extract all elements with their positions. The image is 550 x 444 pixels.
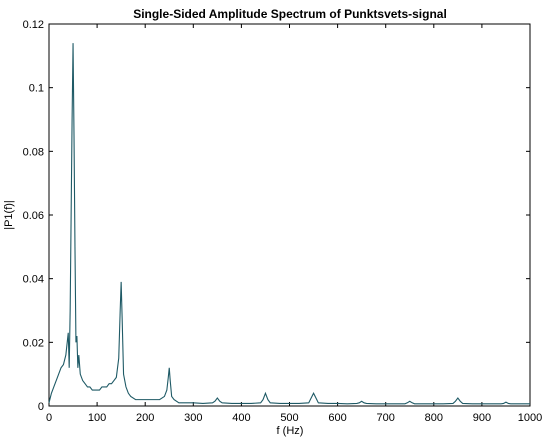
series-layer xyxy=(48,43,530,405)
y-tick-label: 0.06 xyxy=(23,210,44,222)
x-tick-label: 0 xyxy=(46,412,52,424)
y-tick-label: 0.08 xyxy=(23,146,44,158)
y-ticks: 0 0.02 0.04 0.06 0.08 0.1 0.12 xyxy=(23,19,530,413)
y-tick-label: 0.04 xyxy=(23,274,44,286)
x-tick-label: 400 xyxy=(232,412,250,424)
x-ticks: 0 100 200 300 400 500 600 700 800 900 1000 xyxy=(46,24,542,424)
x-tick-label: 700 xyxy=(377,412,395,424)
x-tick-label: 300 xyxy=(184,412,202,424)
x-tick-label: 200 xyxy=(136,412,154,424)
chart-title: Single-Sided Amplitude Spectrum of Punkt… xyxy=(133,7,447,21)
x-tick-label: 800 xyxy=(425,412,443,424)
y-axis-label: |P1(f)| xyxy=(3,200,15,230)
y-tick-label: 0.02 xyxy=(23,337,44,349)
spectrum-line xyxy=(48,43,530,405)
x-tick-label: 600 xyxy=(328,412,346,424)
plot-area: 0 100 200 300 400 500 600 700 800 900 1000 0 0.02 0.… xyxy=(23,19,543,424)
y-tick-label: 0 xyxy=(38,401,44,413)
axes-box xyxy=(48,23,531,407)
x-tick-label: 900 xyxy=(473,412,491,424)
y-tick-label: 0.1 xyxy=(29,83,44,95)
y-tick-label: 0.12 xyxy=(23,19,44,31)
x-tick-label: 100 xyxy=(88,412,106,424)
x-tick-label: 1000 xyxy=(518,412,542,424)
x-axis-label: f (Hz) xyxy=(277,425,304,437)
x-tick-label: 500 xyxy=(280,412,298,424)
